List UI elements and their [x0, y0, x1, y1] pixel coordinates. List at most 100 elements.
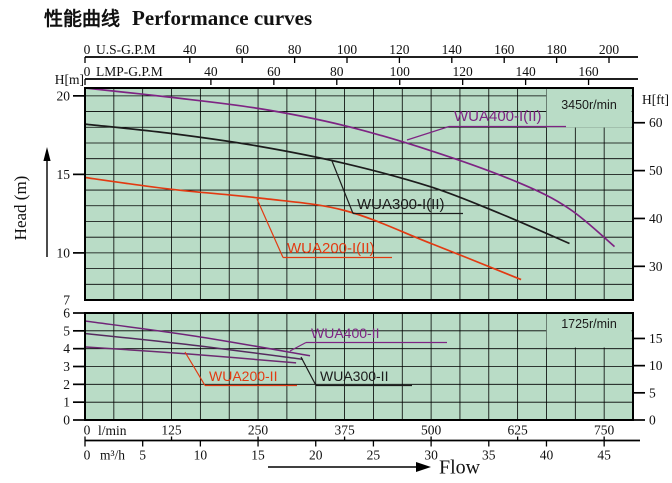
- impgpm-tick-label: 40: [204, 64, 218, 79]
- page-title: 性能曲线 Performance curves: [44, 4, 312, 31]
- lmin-tick-label: 625: [508, 423, 529, 438]
- lmin-tick-label: 500: [421, 423, 442, 438]
- usgpm-tick-label: 60: [235, 42, 249, 57]
- m3h-tick-label: 15: [251, 448, 265, 463]
- impgpm-tick-label: 140: [515, 64, 536, 79]
- right-tick-label: 60: [649, 115, 663, 130]
- m3h-tick-label: 0: [84, 448, 91, 463]
- right-tick-label: 0: [649, 413, 656, 428]
- usgpm-tick-label: 120: [389, 42, 410, 57]
- flow-axes: 0 125 250 375 500 625 750 l/min 0 5 10 15 20 25 30 35 40…: [84, 423, 640, 463]
- usgpm-tick-label: 180: [546, 42, 567, 57]
- curve-label-text: WUA400-I(II): [454, 108, 542, 125]
- left-tick-label: 3: [63, 359, 70, 374]
- head-axis-title: [43, 147, 51, 257]
- right-tick-label: 30: [649, 259, 663, 274]
- m3h-tick-label: 10: [194, 448, 208, 463]
- curve-label-text: WUA200-II: [209, 368, 277, 384]
- usgpm-tick-label: 40: [183, 42, 197, 57]
- left-tick-label: 0: [63, 413, 70, 428]
- h-m-label: H[m]: [55, 72, 84, 87]
- flow-label: Flow: [439, 457, 481, 479]
- curve-label-WUA400-I(II): WUA400-I(II): [406, 108, 566, 141]
- curve-WUA300-I(II): [86, 123, 570, 245]
- left-tick-label: 7: [63, 293, 70, 308]
- m3h-tick-label: 5: [139, 448, 146, 463]
- curve-label-WUA200-II: WUA200-II: [184, 351, 297, 387]
- left-tick-label: 15: [57, 167, 71, 182]
- right-axis-ticks: 60 50 40 30: [634, 115, 663, 274]
- right-tick-label: 5: [649, 385, 656, 400]
- left-tick-label: 2: [63, 377, 70, 392]
- m3h-tick-label: 20: [309, 448, 323, 463]
- m3h-tick-label: 40: [540, 448, 554, 463]
- lmin-axis-title: l/min: [98, 423, 127, 438]
- m3h-tick-label: 45: [597, 448, 611, 463]
- grid: [85, 313, 633, 420]
- impgpm-tick-label: 120: [453, 64, 474, 79]
- lmin-tick-label: 375: [334, 423, 355, 438]
- impgpm-tick-label: 80: [330, 64, 344, 79]
- left-tick-label: 10: [57, 245, 71, 260]
- usgpm-tick-label: 0: [84, 42, 91, 57]
- right-axis-ticks: 15 10 5 0: [634, 331, 663, 428]
- impgpm-axis: 0 40 60 80 100 120 140 160 LMP-G.P.M: [84, 64, 638, 85]
- right-tick-label: 50: [649, 163, 663, 178]
- m3h-tick-label: 30: [424, 448, 438, 463]
- panel-3450rpm: 3450r/min WUA400-I(II) WUA300-I(II) WUA200-…: [57, 87, 663, 308]
- m3h-axis-title: m³/h: [100, 448, 125, 463]
- lmin-tick-label: 0: [84, 423, 91, 438]
- right-tick-label: 15: [649, 331, 663, 346]
- curve-WUA200-I(II): [86, 176, 522, 281]
- left-tick-label: 1: [63, 395, 70, 410]
- usgpm-tick-label: 80: [288, 42, 302, 57]
- curve-WUA200-II: [86, 346, 297, 364]
- curve-label-text: WUA300-I(II): [357, 196, 445, 213]
- curve-WUA400-I(II): [86, 89, 616, 248]
- head-m-label: Head (m): [11, 176, 30, 241]
- left-tick-label: 20: [57, 88, 71, 103]
- m3h-tick-label: 35: [482, 448, 496, 463]
- left-tick-label: 5: [63, 323, 70, 338]
- lmin-tick-label: 750: [594, 423, 615, 438]
- title-chinese: 性能曲线: [44, 8, 121, 30]
- rpm-label: 1725r/min: [561, 317, 617, 331]
- usgpm-tick-label: 140: [442, 42, 463, 57]
- left-tick-label: 6: [63, 306, 70, 321]
- flow-label-group: Flow: [268, 457, 481, 479]
- curve-WUA400-II: [86, 320, 311, 357]
- usgpm-tick-label: 200: [599, 42, 620, 57]
- impgpm-tick-label: 60: [267, 64, 281, 79]
- usgpm-axis-title: U.S-G.P.M: [96, 42, 156, 57]
- up-arrow-icon: [43, 147, 51, 161]
- usgpm-tick-label: 100: [337, 42, 358, 57]
- rpm-label: 3450r/min: [561, 98, 617, 112]
- usgpm-tick-label: 160: [494, 42, 515, 57]
- left-axis-ticks: 20 15 10 7: [57, 88, 84, 308]
- panel-1725rpm: 1725r/min WUA400-II WUA300-II WUA200-II 6 5 4 3…: [63, 306, 663, 428]
- m3h-tick-label: 25: [367, 448, 381, 463]
- usgpm-axis: 0 40 60 80 100 120 140 160 180 200 U.S-G.P.M: [84, 42, 638, 63]
- right-arrow-icon: [416, 462, 431, 472]
- curve-label-WUA300-I(II): WUA300-I(II): [331, 160, 463, 215]
- curve-label-WUA200-I(II): WUA200-I(II): [256, 198, 392, 259]
- lmin-tick-label: 125: [161, 423, 182, 438]
- curve-label-text: WUA200-I(II): [287, 240, 375, 257]
- curve-label-text: WUA300-II: [320, 368, 388, 384]
- h-ft-label: H[ft]: [642, 92, 669, 107]
- curve-label-WUA300-II: WUA300-II: [300, 356, 412, 387]
- impgpm-tick-label: 0: [84, 64, 91, 79]
- right-tick-label: 10: [649, 358, 663, 373]
- title-english: Performance curves: [132, 6, 313, 30]
- curve-label-WUA400-II: WUA400-II: [289, 325, 447, 352]
- grid: [85, 88, 633, 300]
- left-axis-ticks: 6 5 4 3 2 1 0: [63, 306, 84, 428]
- curve-label-text: WUA400-II: [311, 325, 379, 341]
- lmin-tick-label: 250: [248, 423, 269, 438]
- left-tick-label: 4: [63, 341, 70, 356]
- right-tick-label: 40: [649, 211, 663, 226]
- curve-WUA300-II: [86, 332, 304, 361]
- impgpm-axis-title: LMP-G.P.M: [96, 64, 163, 79]
